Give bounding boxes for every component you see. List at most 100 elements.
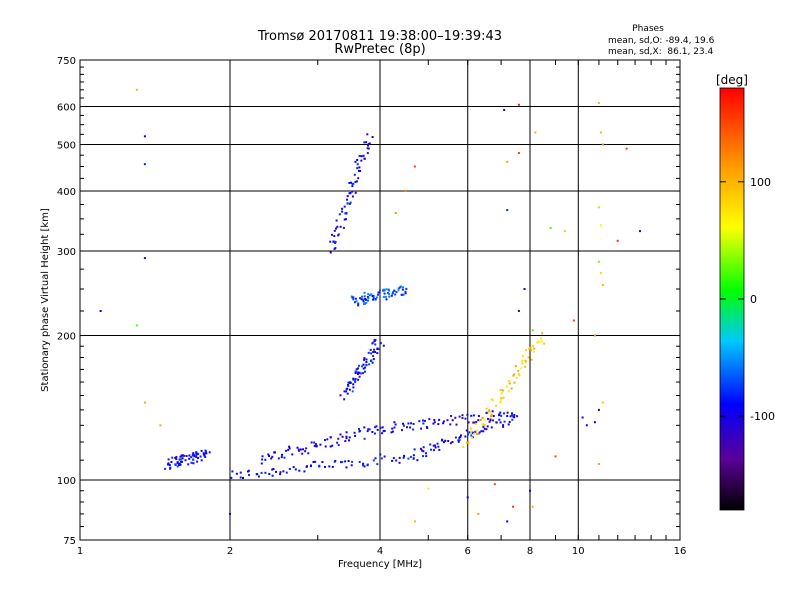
trace-point — [324, 466, 326, 468]
trace-point — [364, 370, 366, 373]
trace-point — [508, 421, 511, 423]
grid — [80, 60, 680, 540]
trace-point — [443, 441, 445, 444]
trace-point — [352, 298, 355, 301]
trace-point — [363, 357, 366, 360]
x-tick-label: 10 — [572, 546, 585, 557]
trace-point — [532, 345, 535, 347]
trace-point — [457, 439, 460, 442]
trace-point — [188, 454, 191, 457]
trace-point — [279, 471, 282, 474]
trace-point — [184, 459, 187, 462]
trace-point — [366, 295, 369, 298]
trace-point — [403, 424, 405, 427]
trace-point — [351, 460, 354, 463]
data-point — [593, 334, 596, 337]
trace-point — [333, 247, 336, 250]
trace-point — [168, 464, 171, 466]
trace-point — [358, 169, 360, 172]
trace-point — [336, 225, 339, 228]
trace-point — [470, 434, 473, 437]
trace-point — [324, 445, 327, 448]
trace-point — [363, 465, 366, 468]
trace-point — [374, 298, 377, 300]
trace-point — [512, 415, 515, 418]
data-point — [493, 483, 496, 486]
trace-point — [367, 147, 370, 150]
trace-point — [473, 414, 475, 417]
trace-point — [495, 404, 498, 407]
trace-point — [407, 457, 410, 460]
trace-point — [521, 355, 524, 358]
x-tick-label: 4 — [377, 546, 383, 557]
trace-point — [358, 375, 361, 378]
y-tick-label: 300 — [57, 247, 76, 258]
trace-point — [313, 445, 316, 447]
trace-point — [288, 468, 291, 470]
trace-point — [395, 291, 398, 294]
trace-point — [358, 155, 361, 157]
trace-point — [372, 341, 375, 344]
trace-point — [374, 457, 377, 460]
trace-point — [483, 424, 486, 427]
trace-point — [514, 365, 517, 368]
trace-point — [267, 453, 270, 456]
trace-point — [331, 444, 334, 447]
trace-point — [472, 421, 475, 424]
trace-point — [329, 436, 332, 439]
phases-o-stats: mean, sd,O: -89.4, 19.6 — [608, 36, 715, 46]
trace-point — [449, 442, 452, 445]
trace-point — [344, 440, 347, 443]
data-point — [597, 206, 600, 209]
trace-point — [335, 227, 338, 230]
colorbar-label: [deg] — [716, 73, 748, 87]
trace-point — [288, 445, 291, 448]
trace-point — [489, 419, 492, 422]
trace-point — [167, 458, 170, 461]
data-point — [599, 223, 602, 226]
data-point — [506, 209, 509, 212]
trace-point — [285, 449, 288, 452]
trace-point — [397, 289, 400, 292]
trace-point — [477, 419, 480, 422]
trace-point — [465, 441, 468, 444]
trace-point — [318, 465, 321, 468]
trace-point — [541, 332, 544, 335]
data-point — [413, 165, 416, 168]
trace-point — [374, 351, 377, 353]
trace-point — [455, 423, 458, 426]
trace-point — [391, 459, 394, 462]
data-point — [597, 260, 600, 263]
trace-point — [368, 428, 371, 431]
trace-point — [230, 476, 233, 479]
trace-point — [460, 434, 462, 437]
trace-point — [303, 470, 306, 473]
data-point — [554, 455, 557, 458]
trace-point — [167, 462, 170, 465]
data-point — [143, 163, 146, 166]
trace-point — [374, 343, 377, 346]
trace-point — [368, 363, 371, 366]
trace-point — [447, 440, 450, 442]
trace-point — [468, 431, 471, 434]
trace-point — [382, 296, 385, 298]
trace-point — [375, 296, 378, 299]
trace-point — [372, 298, 375, 301]
trace-point — [398, 456, 401, 459]
trace-point — [488, 409, 490, 412]
trace-point — [365, 364, 368, 367]
trace-point — [310, 441, 313, 444]
trace-point — [326, 438, 329, 441]
trace-point — [204, 449, 207, 452]
data-point — [477, 512, 480, 515]
trace-point — [350, 181, 352, 184]
trace-point — [339, 225, 342, 228]
trace-point — [280, 456, 283, 459]
trace-point — [513, 373, 516, 376]
trace-point — [518, 374, 521, 377]
trace-point — [345, 212, 348, 215]
trace-point — [454, 416, 457, 419]
trace-point — [346, 195, 349, 198]
trace-point — [383, 455, 386, 458]
trace-point — [360, 155, 363, 158]
